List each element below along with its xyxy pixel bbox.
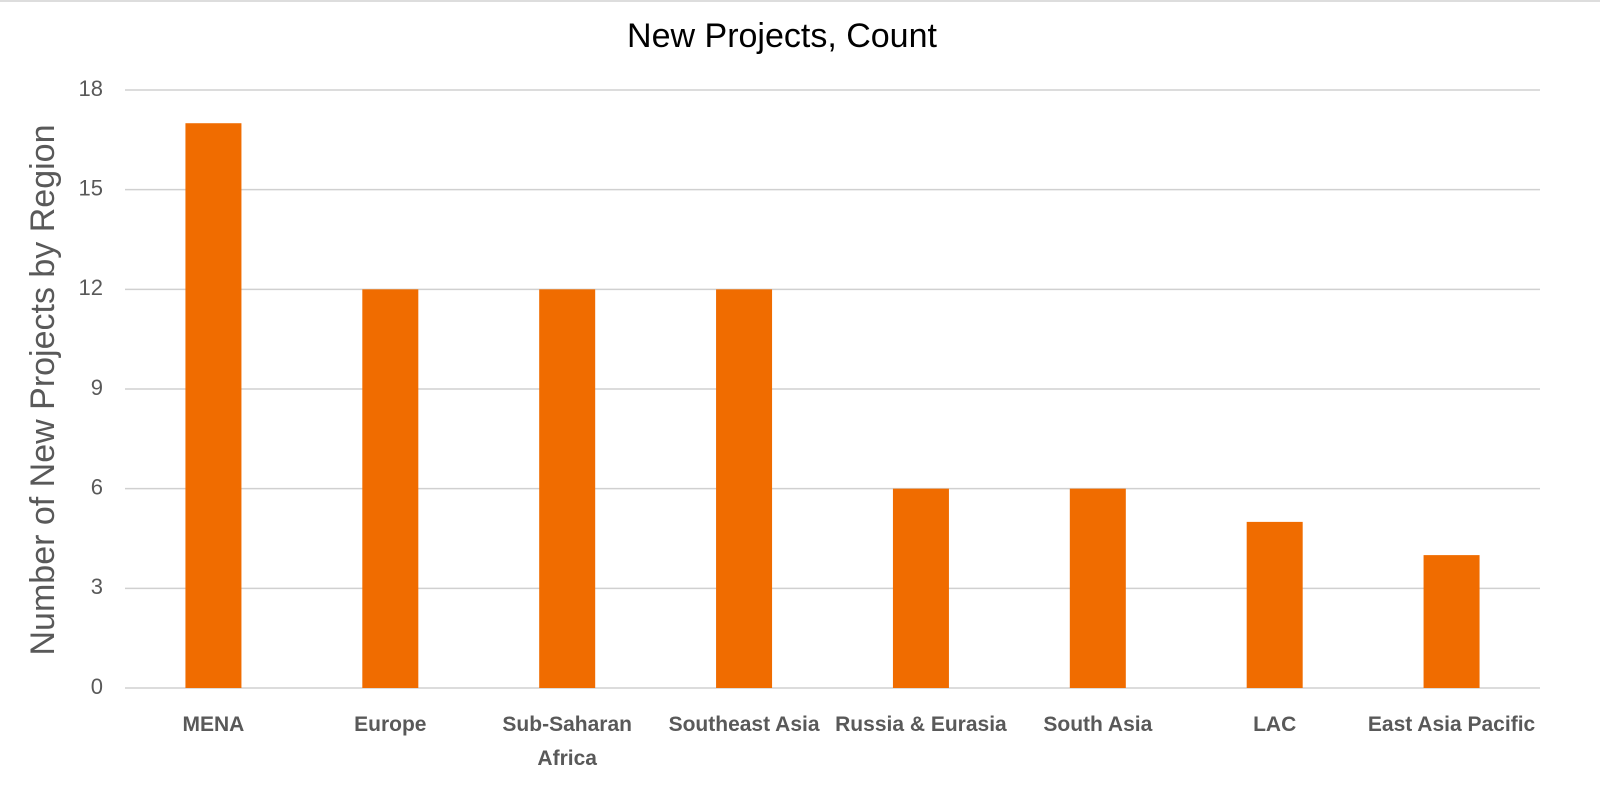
y-tick-label: 9 <box>91 375 103 400</box>
bar <box>1246 521 1303 688</box>
bar <box>362 289 419 688</box>
y-tick-label: 6 <box>91 474 103 499</box>
y-tick-label: 3 <box>91 574 103 599</box>
y-axis-label: Number of New Projects by Region <box>24 124 62 655</box>
y-tick-label: 0 <box>91 674 103 699</box>
x-tick-label: MENA <box>182 713 245 736</box>
x-tick-label: Southeast Asia <box>668 713 820 736</box>
x-tick-label: Europe <box>354 713 427 736</box>
bar <box>716 289 773 688</box>
y-tick-label: 12 <box>79 275 103 300</box>
x-tick-label: East Asia Pacific <box>1367 713 1536 736</box>
y-tick-label: 18 <box>79 76 103 101</box>
bar <box>1069 488 1126 688</box>
x-tick-label: LAC <box>1253 713 1297 736</box>
x-tick-label: Russia & Eurasia <box>835 713 1007 736</box>
x-tick-label: South Asia <box>1043 713 1153 736</box>
bar <box>539 289 596 688</box>
y-tick-label: 15 <box>79 175 103 200</box>
bar <box>892 488 949 688</box>
x-tick-label: Sub-Saharan Africa <box>502 713 632 770</box>
bar <box>1423 555 1480 688</box>
bar <box>185 123 242 688</box>
chart-title: New Projects, Count <box>627 17 937 55</box>
